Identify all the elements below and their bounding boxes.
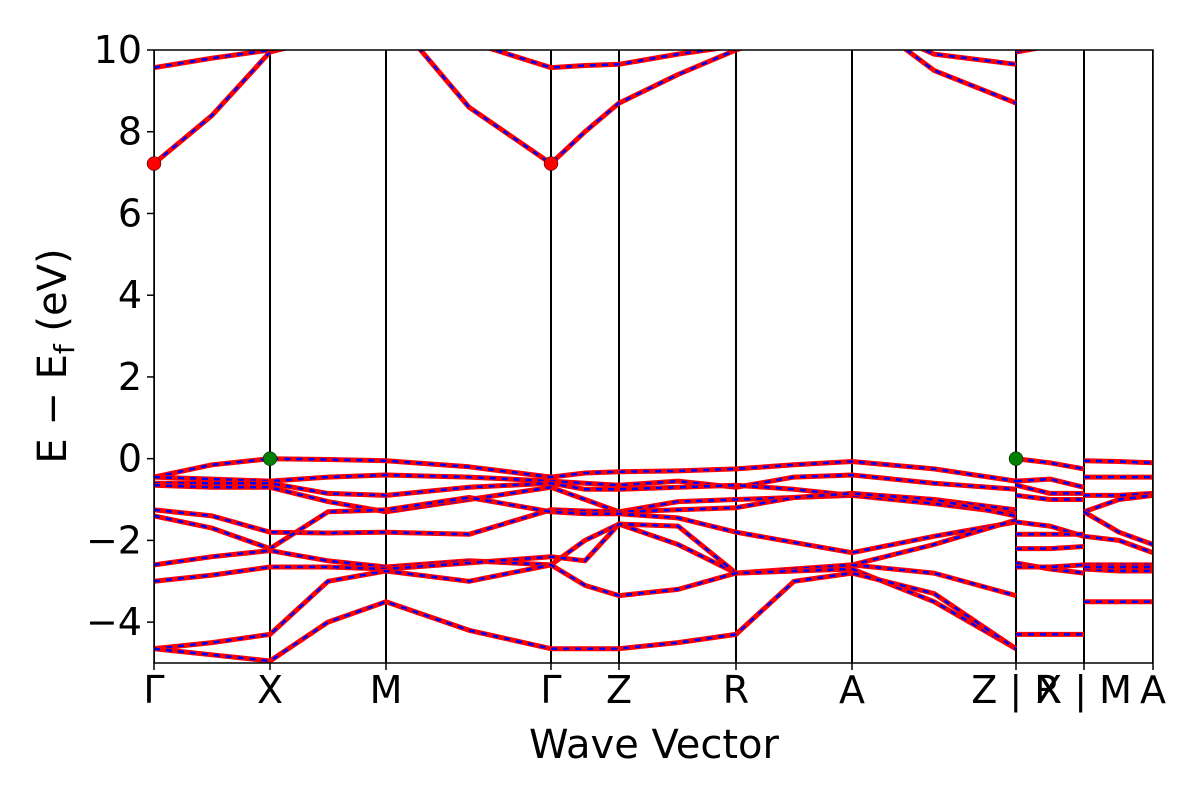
band-edge-marker xyxy=(262,451,278,466)
y-label-unit: (eV) xyxy=(30,248,76,344)
band-overlay xyxy=(154,481,1153,512)
x-tick-label: R xyxy=(723,668,749,712)
x-tick-label: X xyxy=(257,668,283,712)
x-tick-label: Z | R xyxy=(971,668,1060,713)
band-overlay xyxy=(154,457,1153,483)
x-tick-label: X | M xyxy=(1036,668,1132,713)
band-overlay xyxy=(154,565,1153,663)
y-axis-label: E − Ef (eV) xyxy=(30,248,81,463)
y-label-main: E − E xyxy=(30,354,76,464)
y-tick-label: 10 xyxy=(94,28,142,72)
band-overlay xyxy=(154,473,1153,491)
band-overlay xyxy=(154,563,1153,650)
y-tick-label: 8 xyxy=(118,110,142,154)
y-tick-label: −4 xyxy=(86,600,142,644)
band-edge-marker xyxy=(1008,451,1024,466)
y-label-sub: f xyxy=(48,343,81,354)
band-edge-marker xyxy=(543,156,559,171)
x-tick-label: Γ xyxy=(143,668,164,712)
x-tick-label: Γ xyxy=(540,668,561,712)
y-tick-label: 6 xyxy=(118,191,142,235)
x-tick-label: Z xyxy=(606,668,632,712)
y-tick-label: −2 xyxy=(86,518,142,562)
x-tick-label: A xyxy=(1140,668,1166,712)
y-tick-label: 4 xyxy=(118,273,142,317)
band-overlay xyxy=(154,522,1153,597)
x-tick-label: M xyxy=(370,668,403,712)
y-tick-label: 2 xyxy=(118,355,142,399)
band-edge-marker xyxy=(146,156,162,171)
band xyxy=(154,564,1153,663)
band xyxy=(154,50,1042,167)
plot-area xyxy=(154,50,1153,663)
band-overlay xyxy=(154,518,1153,575)
band-overlay xyxy=(154,496,1153,554)
y-tick-label: 0 xyxy=(118,437,142,481)
plot-frame xyxy=(153,49,1154,664)
x-axis-label: Wave Vector xyxy=(529,722,780,768)
x-tick-label: A xyxy=(839,668,865,712)
band-overlay xyxy=(154,492,1153,546)
band xyxy=(154,50,1027,71)
